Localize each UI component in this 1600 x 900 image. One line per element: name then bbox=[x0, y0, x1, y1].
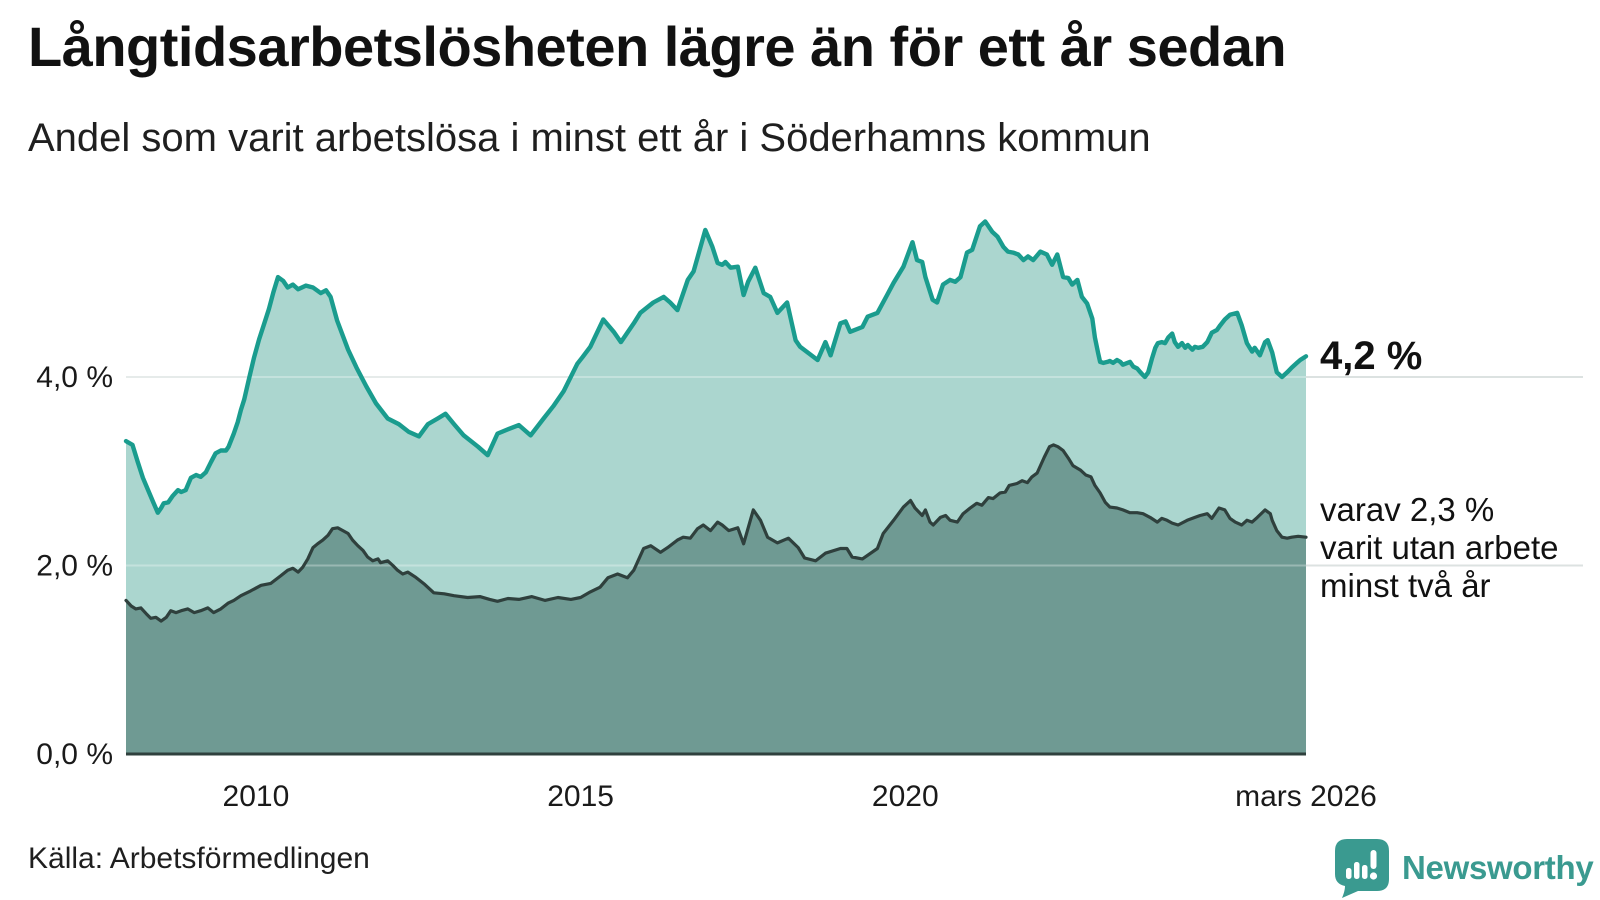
chart-subtitle: Andel som varit arbetslösa i minst ett å… bbox=[28, 116, 1151, 160]
line-two-years bbox=[124, 443, 1308, 623]
x-tick-label: 2015 bbox=[547, 780, 614, 813]
newsworthy-wordmark: Newsworthy bbox=[1402, 849, 1594, 886]
y-tick-label: 4,0 % bbox=[36, 361, 113, 394]
annotation-line-1: varav 2,3 % bbox=[1320, 491, 1495, 528]
x-tick-label: 2020 bbox=[872, 780, 939, 813]
gridline-overlay bbox=[126, 376, 1306, 567]
end-value-label-total: 4,2 % bbox=[1320, 334, 1423, 378]
x-axis-tick-labels: 2010 2015 2020 mars 2026 bbox=[223, 780, 1377, 813]
annotation-line-2: varit utan arbete bbox=[1320, 529, 1559, 566]
end-value-label-two-years: varav 2,3 % varit utan arbete minst två … bbox=[1320, 491, 1558, 605]
x-tick-label: mars 2026 bbox=[1235, 780, 1377, 813]
bar-chart-speech-bubble-icon bbox=[1335, 839, 1389, 898]
annotation-line-3: minst två år bbox=[1320, 567, 1491, 604]
y-tick-label: 2,0 % bbox=[36, 550, 113, 583]
y-axis-tick-labels: 0,0 % 2,0 % 4,0 % bbox=[36, 361, 113, 771]
source-credit: Källa: Arbetsförmedlingen bbox=[28, 842, 370, 875]
y-tick-label: 0,0 % bbox=[36, 738, 113, 771]
page-title: Långtidsarbetslösheten lägre än för ett … bbox=[28, 15, 1287, 78]
x-tick-label: 2010 bbox=[223, 780, 290, 813]
line-total-one-year bbox=[123, 219, 1309, 515]
area-fill-two-years bbox=[126, 444, 1306, 754]
newsworthy-logo: Newsworthy bbox=[1334, 838, 1594, 898]
